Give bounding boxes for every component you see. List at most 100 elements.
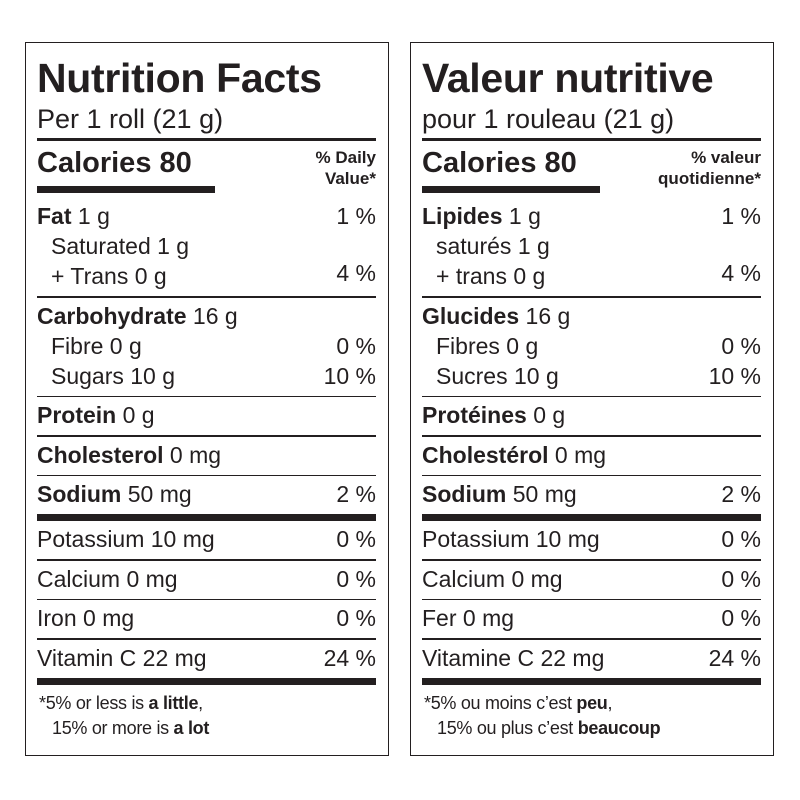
nutrient-label: Fibres 0 g — [436, 332, 539, 359]
footnote-emphasis: a lot — [173, 717, 210, 738]
nutrient-group: Cholestérol 0 mg — [422, 437, 761, 475]
nutrient-label: Potassium 10 mg — [37, 526, 215, 552]
nutrient-label: + trans 0 g — [436, 263, 546, 289]
nutrient-row: Fer 0 mg 0 % — [422, 603, 761, 633]
nutrition-facts-panel-french: Valeur nutritive pour 1 rouleau (21 g) Cal… — [410, 42, 774, 756]
daily-value-percent: 10 % — [708, 362, 761, 389]
daily-value-header-line: % Daily — [315, 148, 376, 167]
nutrient-row: Fibre 0 g 0 % — [37, 331, 376, 361]
nutrient-amount: 0 g — [116, 402, 155, 428]
nutrient-amount: 16 g — [186, 302, 238, 329]
nutrient-row: Fibres 0 g 0 % — [422, 331, 761, 361]
nutrient-group: Fat 1 g 1 % Saturated 1 g + Trans 0 g 4 % — [37, 198, 376, 296]
calories: Calories 80 — [422, 147, 577, 179]
calories-bar — [422, 186, 600, 193]
nutrient-row: Sodium 50 mg 2 % — [422, 479, 761, 509]
nutrient-label: Potassium 10 mg — [422, 526, 600, 552]
nutrient-amount: 1 g — [502, 203, 541, 229]
nutrient-label: Vitamin C 22 mg — [37, 644, 207, 671]
calories: Calories 80 — [37, 147, 192, 179]
nutrient-row: Cholesterol 0 mg — [37, 440, 376, 470]
daily-value-percent: 0 % — [721, 565, 761, 592]
daily-value-percent: 2 % — [721, 481, 761, 507]
daily-value-percent: 0 % — [721, 526, 761, 552]
nutrient-name: Cholestérol — [422, 441, 549, 468]
nutrient-row: Vitamine C 22 mg 24 % — [422, 643, 761, 673]
nutrient-label: Iron 0 mg — [37, 605, 135, 631]
nutrient-row: Iron 0 mg 0 % — [37, 603, 376, 633]
daily-value-percent: 24 % — [708, 644, 761, 671]
nutrient-group: Calcium 0 mg 0 % — [37, 561, 376, 599]
nutrient-label: + Trans 0 g — [51, 263, 167, 289]
daily-value-percent: 0 % — [721, 605, 761, 631]
daily-value-percent: 1 % — [721, 203, 761, 229]
nutrient-row: + Trans 0 g — [37, 261, 376, 291]
nutrient-name: Sodium — [422, 481, 507, 507]
nutrition-facts-panel-english: Nutrition Facts Per 1 roll (21 g) Calories… — [25, 42, 389, 756]
nutrient-row: Potassium 10 mg 0 % — [422, 524, 761, 554]
thin-divider — [37, 598, 376, 600]
daily-value-percent: 0 % — [336, 565, 376, 592]
footnote: *5% ou moins c’est peu, 15% ou plus c’est… — [422, 685, 761, 741]
daily-value-percent: 24 % — [323, 644, 376, 671]
thin-divider — [422, 435, 761, 437]
nutrient-group: Protein 0 g — [37, 397, 376, 435]
nutrient-row: saturés 1 g — [422, 231, 761, 261]
nutrient-label: Sucres 10 g — [436, 362, 559, 389]
footnote-line: 15% ou plus c’est beaucoup — [424, 716, 761, 741]
nutrient-name: Carbohydrate — [37, 302, 187, 329]
thin-divider — [422, 638, 761, 640]
thin-divider — [422, 296, 761, 298]
thin-divider — [422, 559, 761, 561]
nutrient-group: Lipides 1 g 1 % saturés 1 g + trans 0 g 4 % — [422, 198, 761, 296]
thick-divider — [422, 677, 761, 685]
nutrient-name: Lipides — [422, 203, 503, 229]
nutrient-row: Vitamin C 22 mg 24 % — [37, 643, 376, 673]
footnote-text: *5% or less is — [39, 692, 149, 713]
nutrient-name: Sodium — [37, 481, 122, 507]
nutrient-label: Sugars 10 g — [51, 362, 176, 389]
daily-value-percent: 1 % — [336, 203, 376, 229]
daily-value-percent: 4 % — [336, 260, 376, 286]
nutrient-group: Calcium 0 mg 0 % — [422, 561, 761, 599]
nutrient-row: Carbohydrate 16 g — [37, 301, 376, 331]
daily-value-percent: 2 % — [336, 481, 376, 507]
footnote-emphasis: a little — [148, 692, 199, 713]
nutrient-amount: 0 mg — [163, 441, 222, 468]
nutrient-name: Protéines — [422, 402, 527, 428]
daily-value-percent: 0 % — [336, 332, 376, 359]
footnote-line: 15% or more is a lot — [39, 716, 376, 741]
nutrient-group: Sodium 50 mg 2 % — [37, 476, 376, 514]
footnote-line: *5% ou moins c’est peu, — [424, 691, 761, 716]
daily-value-header-line: quotidienne* — [658, 169, 761, 188]
nutrient-group: Potassium 10 mg 0 % — [422, 521, 761, 559]
nutrient-group: Protéines 0 g — [422, 397, 761, 435]
thick-divider — [422, 514, 761, 521]
nutrient-amount: 50 mg — [121, 481, 192, 507]
nutrient-label: Calcium 0 mg — [422, 565, 563, 592]
nutrient-row: Protein 0 g — [37, 400, 376, 430]
nutrient-label: saturés 1 g — [436, 233, 550, 259]
nutrient-row: Lipides 1 g 1 % — [422, 201, 761, 231]
nutrient-row: Potassium 10 mg 0 % — [37, 524, 376, 554]
thin-divider — [37, 474, 376, 476]
nutrient-row: Sodium 50 mg 2 % — [37, 479, 376, 509]
footnote-emphasis: peu — [576, 692, 608, 713]
footnote-text: 15% ou plus c’est — [437, 717, 578, 738]
nutrient-label: Saturated 1 g — [51, 233, 190, 259]
nutrient-group: Vitamin C 22 mg 24 % — [37, 640, 376, 678]
nutrient-list: Fat 1 g 1 % Saturated 1 g + Trans 0 g 4 % Car… — [37, 198, 376, 741]
footnote-text: 15% or more is — [52, 717, 174, 738]
footnote-text: , — [607, 692, 613, 713]
nutrient-amount: 16 g — [519, 302, 571, 329]
thick-divider — [37, 514, 376, 521]
thin-divider — [37, 296, 376, 298]
nutrient-label: Fibre 0 g — [51, 332, 142, 359]
divider — [37, 138, 376, 141]
thick-divider — [37, 677, 376, 685]
nutrient-label: Fer 0 mg — [422, 605, 515, 631]
nutrient-row: Calcium 0 mg 0 % — [37, 564, 376, 594]
nutrient-label: Calcium 0 mg — [37, 565, 178, 592]
nutrient-row: + trans 0 g — [422, 261, 761, 291]
